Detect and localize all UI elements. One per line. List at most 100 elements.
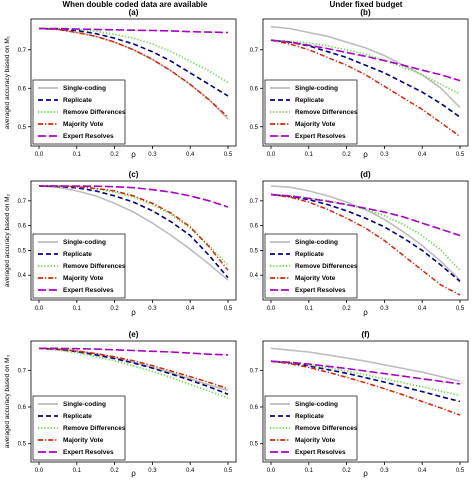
- legend-label: Remove Differences: [63, 425, 126, 432]
- legend: Single-coding Replicate Remove Differences…: [32, 79, 126, 145]
- legend-label: Single-coding: [63, 239, 106, 246]
- series-line: [270, 347, 461, 383]
- panel-a: (a) 0.0 0.1 0.2 0.3 0.4 0.5 0.5 0.6 0.7 ρ averaged …: [4, 8, 237, 159]
- y-tick-label: 0.6: [250, 405, 259, 411]
- series-line: [38, 347, 229, 395]
- legend-label: Majority Vote: [63, 437, 104, 444]
- x-tick-label: 0.2: [110, 306, 119, 312]
- y-tick-label: 0.6: [18, 224, 27, 230]
- legend-label: Expert Resolves: [295, 133, 346, 140]
- legend-label: Expert Resolves: [63, 287, 114, 294]
- panels: (a) 0.0 0.1 0.2 0.3 0.4 0.5 0.5 0.6 0.7 ρ averaged …: [4, 8, 469, 478]
- x-tick-label: 0.2: [342, 468, 351, 474]
- y-tick-label: 0.7: [250, 368, 259, 374]
- series-line: [39, 27, 229, 84]
- x-axis-label: ρ: [363, 308, 368, 317]
- legend-label: Replicate: [295, 251, 324, 258]
- panel-label: (b): [360, 8, 371, 17]
- x-tick-label: 0.0: [267, 468, 276, 474]
- legend-label: Majority Vote: [295, 275, 336, 282]
- x-tick-label: 0.3: [148, 152, 157, 158]
- x-tick-label: 0.4: [186, 306, 195, 312]
- x-tick-label: 0.2: [342, 152, 351, 158]
- legend-label: Majority Vote: [63, 121, 104, 128]
- legend: Single-coding Replicate Remove Differences…: [264, 395, 358, 461]
- legend-label: Remove Differences: [63, 109, 126, 116]
- x-tick-label: 0.3: [380, 152, 389, 158]
- x-tick-label: 0.0: [35, 152, 44, 158]
- legend-label: Remove Differences: [295, 425, 358, 432]
- x-tick-label: 0.4: [186, 152, 195, 158]
- plot-frame: [262, 180, 469, 301]
- panel-d: (d) 0.0 0.1 0.2 0.3 0.4 0.5 0.4 0.5 0.6 0.7 ρ Single…: [250, 170, 469, 317]
- legend-label: Replicate: [295, 97, 324, 104]
- x-tick-label: 0.4: [418, 306, 427, 312]
- x-tick-label: 0.5: [456, 152, 465, 158]
- x-tick-label: 0.1: [305, 306, 314, 312]
- y-axis-label: averaged accuracy based on M₃: [4, 354, 11, 448]
- legend: Single-coding Replicate Remove Differences…: [32, 233, 126, 299]
- series-line: [38, 27, 229, 118]
- y-tick-label: 0.4: [250, 273, 259, 279]
- y-tick-label: 0.5: [18, 248, 27, 254]
- y-axis-label: averaged accuracy based on M₂: [4, 193, 11, 287]
- series-line: [270, 39, 461, 118]
- plot-frame: [262, 18, 469, 147]
- panel-label: (d): [360, 170, 371, 179]
- x-tick-label: 0.1: [73, 306, 82, 312]
- legend-label: Remove Differences: [295, 109, 358, 116]
- legend: Single-coding Replicate Remove Differences…: [264, 79, 358, 145]
- y-tick-label: 0.5: [18, 125, 27, 131]
- legend-label: Single-coding: [295, 85, 338, 92]
- panel-f: (f) 0.0 0.1 0.2 0.3 0.4 0.5 0.5 0.6 0.7 ρ Single-co…: [250, 330, 469, 478]
- plot-frame: [262, 340, 469, 463]
- series-line: [270, 193, 461, 271]
- panel-label: (f): [362, 330, 370, 339]
- x-tick-label: 0.0: [267, 152, 276, 158]
- legend-label: Single-coding: [295, 239, 338, 246]
- x-axis-label: ρ: [131, 150, 136, 159]
- x-tick-label: 0.4: [418, 468, 427, 474]
- panel-e: (e) 0.0 0.1 0.2 0.3 0.4 0.5 0.5 0.6 0.7 ρ averaged …: [4, 330, 237, 478]
- plot-frame: [30, 180, 237, 301]
- series-line: [39, 185, 229, 271]
- x-tick-label: 0.1: [73, 152, 82, 158]
- series-line: [38, 347, 229, 392]
- series-line: [270, 360, 461, 403]
- series-line: [39, 347, 229, 356]
- x-tick-label: 0.0: [35, 306, 44, 312]
- series-line: [38, 27, 229, 97]
- y-tick-label: 0.7: [18, 368, 27, 374]
- legend-label: Remove Differences: [63, 263, 126, 270]
- x-tick-label: 0.5: [224, 468, 233, 474]
- legend-label: Expert Resolves: [63, 449, 114, 456]
- legend-label: Replicate: [63, 251, 92, 258]
- x-tick-label: 0.0: [267, 306, 276, 312]
- legend-label: Expert Resolves: [63, 133, 114, 140]
- y-tick-label: 0.5: [18, 442, 27, 448]
- x-tick-label: 0.1: [305, 468, 314, 474]
- legend-label: Expert Resolves: [295, 449, 346, 456]
- x-tick-label: 0.3: [380, 468, 389, 474]
- x-tick-label: 0.2: [110, 468, 119, 474]
- panel-label: (e): [129, 330, 139, 339]
- legend-label: Replicate: [63, 97, 92, 104]
- column-title-right: Under fixed budget: [330, 0, 403, 9]
- y-tick-label: 0.6: [18, 86, 27, 92]
- x-tick-label: 0.3: [380, 306, 389, 312]
- x-axis-label: ρ: [363, 469, 368, 478]
- x-axis-label: ρ: [131, 469, 136, 478]
- legend-label: Replicate: [295, 413, 324, 420]
- legend-label: Majority Vote: [63, 275, 104, 282]
- x-tick-label: 0.5: [224, 152, 233, 158]
- series-line: [270, 193, 461, 237]
- panel-label: (c): [129, 170, 139, 179]
- y-tick-label: 0.5: [250, 248, 259, 254]
- y-tick-label: 0.6: [250, 86, 259, 92]
- series-line: [38, 185, 229, 279]
- x-tick-label: 0.4: [418, 152, 427, 158]
- series-line: [270, 25, 461, 109]
- panel-c: (c) 0.0 0.1 0.2 0.3 0.4 0.5 0.4 0.5 0.6 0.7 ρ averag…: [4, 170, 237, 317]
- x-tick-label: 0.3: [148, 468, 157, 474]
- panel-b: (b) 0.0 0.1 0.2 0.3 0.4 0.5 0.5 0.6 0.7 ρ Single-co…: [250, 8, 469, 159]
